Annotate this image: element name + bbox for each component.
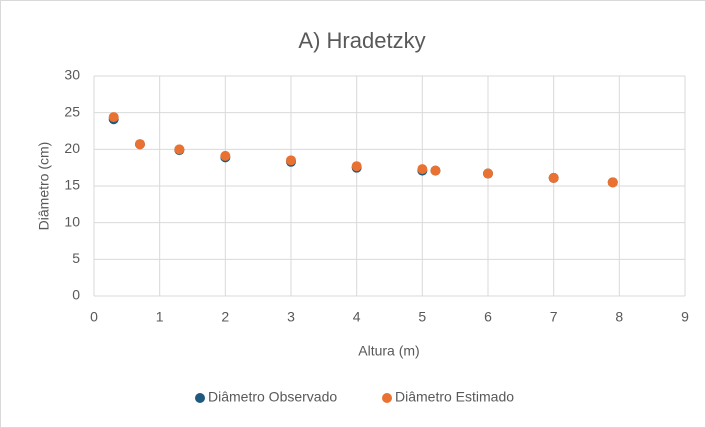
y-tick-label: 15 [64,177,80,193]
x-tick-label: 8 [615,309,623,325]
point [483,168,493,179]
y-tick-label: 25 [64,103,80,119]
chart-title: A) Hradetzky [298,28,425,53]
x-tick-label: 9 [681,309,689,325]
y-axis-label: Diâmetro (cm) [36,142,52,231]
x-tick-label: 0 [90,309,98,325]
point [417,164,428,175]
point [174,144,185,155]
point [220,150,231,161]
y-tick-label: 0 [72,287,80,303]
y-tick-label: 5 [72,250,80,266]
legend-marker [195,393,205,403]
x-tick-label: 5 [418,309,426,325]
legend-label: Diâmetro Observado [208,389,337,405]
legend-label: Diâmetro Estimado [395,389,514,405]
point [607,177,618,188]
point [108,112,119,123]
x-tick-label: 3 [287,309,295,325]
x-tick-label: 7 [550,309,558,325]
y-tick-label: 10 [64,213,80,229]
x-tick-label: 6 [484,309,492,325]
point [430,165,441,176]
legend-marker [382,393,392,403]
point [286,155,296,166]
point [134,139,145,150]
x-tick-label: 4 [353,309,361,325]
x-tick-label: 2 [221,309,229,325]
x-axis-label: Altura (m) [358,343,419,359]
y-tick-label: 20 [64,140,80,156]
point [351,161,362,172]
x-tick-label: 1 [156,309,164,325]
point [548,172,559,183]
y-tick-label: 30 [64,67,80,83]
